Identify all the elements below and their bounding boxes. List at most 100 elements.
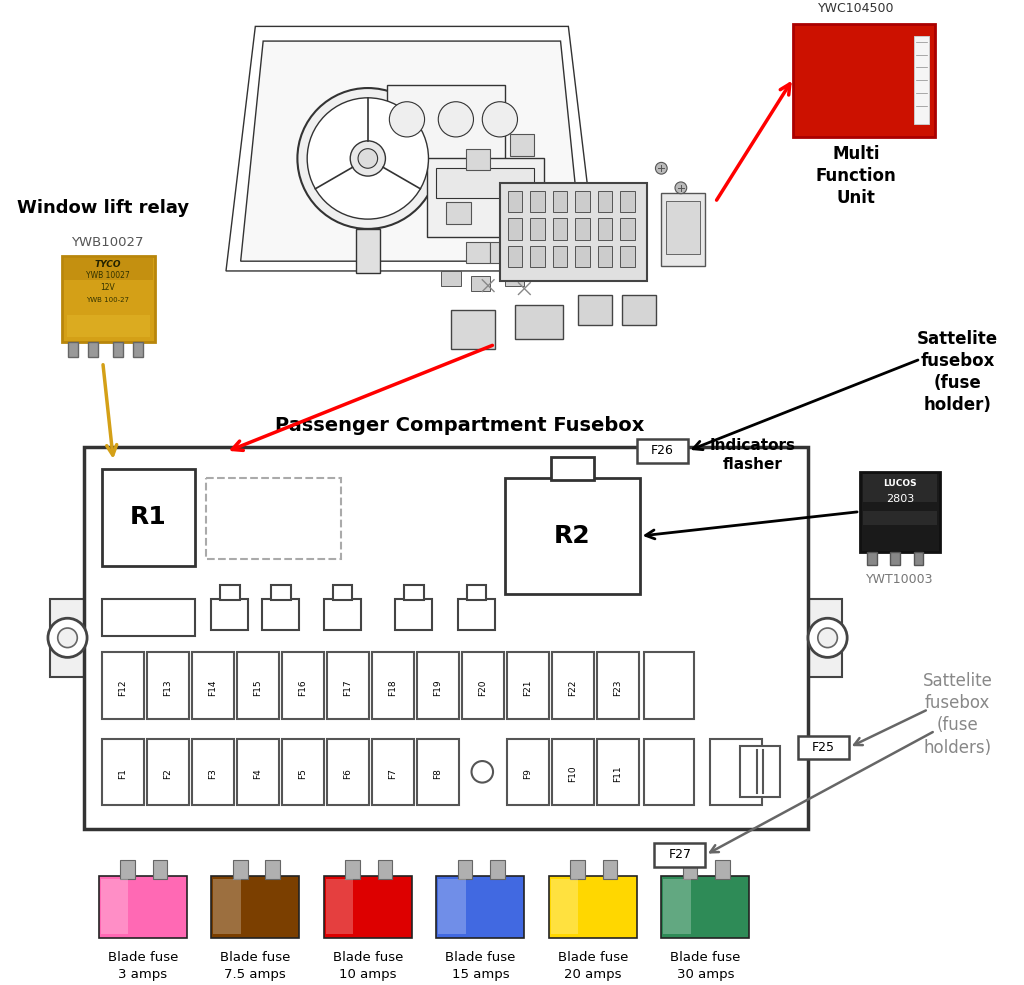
Polygon shape [265, 860, 280, 880]
Text: Passenger Compartment Fusebox: Passenger Compartment Fusebox [274, 417, 644, 435]
Bar [794, 25, 935, 137]
Bar [530, 218, 545, 239]
Bar [508, 245, 522, 267]
Text: F10: F10 [567, 765, 577, 782]
Text: F26: F26 [651, 444, 674, 457]
Bar [507, 739, 549, 805]
Text: F8: F8 [433, 768, 441, 779]
Bar [404, 585, 424, 600]
Bar [662, 193, 706, 266]
Bar [623, 296, 656, 325]
Bar [462, 652, 504, 719]
Bar [654, 843, 706, 867]
Polygon shape [549, 876, 637, 938]
Polygon shape [121, 860, 135, 880]
Text: YWB 100-27: YWB 100-27 [86, 297, 129, 303]
Text: F5: F5 [298, 768, 307, 779]
Text: Blade fuse
30 amps: Blade fuse 30 amps [670, 951, 740, 981]
Text: F25: F25 [812, 741, 836, 754]
Bar [211, 599, 249, 630]
Text: F20: F20 [478, 680, 486, 696]
Circle shape [358, 149, 378, 168]
Bar [530, 245, 545, 267]
Bar [508, 218, 522, 239]
Polygon shape [570, 860, 585, 880]
Text: YWB 10027: YWB 10027 [86, 271, 129, 281]
Bar [101, 739, 143, 805]
Circle shape [389, 101, 425, 137]
Circle shape [471, 761, 493, 782]
Bar [101, 652, 143, 719]
Text: YWB10027: YWB10027 [72, 236, 143, 249]
Bar [271, 585, 291, 600]
Text: YWT10003: YWT10003 [866, 573, 934, 586]
Text: F3: F3 [208, 768, 217, 779]
Text: Sattelite
fusebox
(fuse
holders): Sattelite fusebox (fuse holders) [923, 672, 992, 756]
Bar [417, 739, 459, 805]
Bar [667, 201, 700, 254]
Text: Blade fuse
15 amps: Blade fuse 15 amps [445, 951, 515, 981]
Text: F22: F22 [567, 680, 577, 695]
Bar [598, 191, 612, 213]
Text: TYCO: TYCO [94, 260, 121, 269]
Polygon shape [683, 860, 697, 880]
Circle shape [808, 619, 847, 657]
Bar [441, 271, 461, 286]
Bar [597, 652, 639, 719]
Bar [417, 652, 459, 719]
Bar [711, 739, 762, 805]
Polygon shape [490, 860, 505, 880]
Text: Blade fuse
20 amps: Blade fuse 20 amps [558, 951, 628, 981]
Bar [262, 599, 299, 630]
Text: Blade fuse
3 amps: Blade fuse 3 amps [108, 951, 178, 981]
Text: F4: F4 [253, 768, 262, 779]
Bar [69, 343, 78, 357]
Bar [324, 599, 361, 630]
Bar [515, 305, 563, 340]
Bar [466, 241, 490, 263]
Polygon shape [715, 860, 730, 880]
Bar [505, 479, 640, 594]
Bar [866, 552, 877, 565]
Circle shape [307, 98, 428, 219]
Bar [88, 343, 98, 357]
Bar [333, 585, 352, 600]
Text: Window lift relay: Window lift relay [16, 199, 188, 217]
Bar [133, 343, 142, 357]
Polygon shape [378, 860, 392, 880]
Circle shape [48, 619, 87, 657]
Bar [575, 218, 590, 239]
Polygon shape [664, 880, 690, 934]
Bar [500, 183, 646, 281]
Bar [191, 739, 233, 805]
Bar [451, 310, 495, 350]
Bar [598, 218, 612, 239]
Bar [471, 276, 490, 291]
Text: F6: F6 [343, 768, 352, 779]
Polygon shape [100, 880, 128, 934]
Polygon shape [226, 27, 598, 271]
Text: F9: F9 [523, 768, 531, 779]
Bar [510, 134, 535, 156]
Bar [327, 739, 369, 805]
Text: F12: F12 [118, 680, 127, 696]
Bar [863, 510, 937, 525]
Bar [799, 736, 849, 759]
Bar [579, 296, 612, 325]
Bar [191, 652, 233, 719]
Circle shape [438, 101, 473, 137]
Bar [913, 552, 924, 565]
Bar [551, 457, 594, 481]
Text: YWC104500: YWC104500 [818, 2, 894, 15]
Circle shape [57, 628, 77, 647]
Polygon shape [438, 880, 466, 934]
Bar [597, 739, 639, 805]
Bar [739, 747, 779, 797]
Text: Indicators
flasher: Indicators flasher [710, 438, 796, 472]
Bar [372, 652, 414, 719]
Polygon shape [326, 880, 353, 934]
Text: F16: F16 [298, 680, 307, 696]
Text: LUCOS: LUCOS [883, 479, 916, 488]
Text: 2803: 2803 [886, 493, 914, 504]
Bar [490, 241, 515, 263]
